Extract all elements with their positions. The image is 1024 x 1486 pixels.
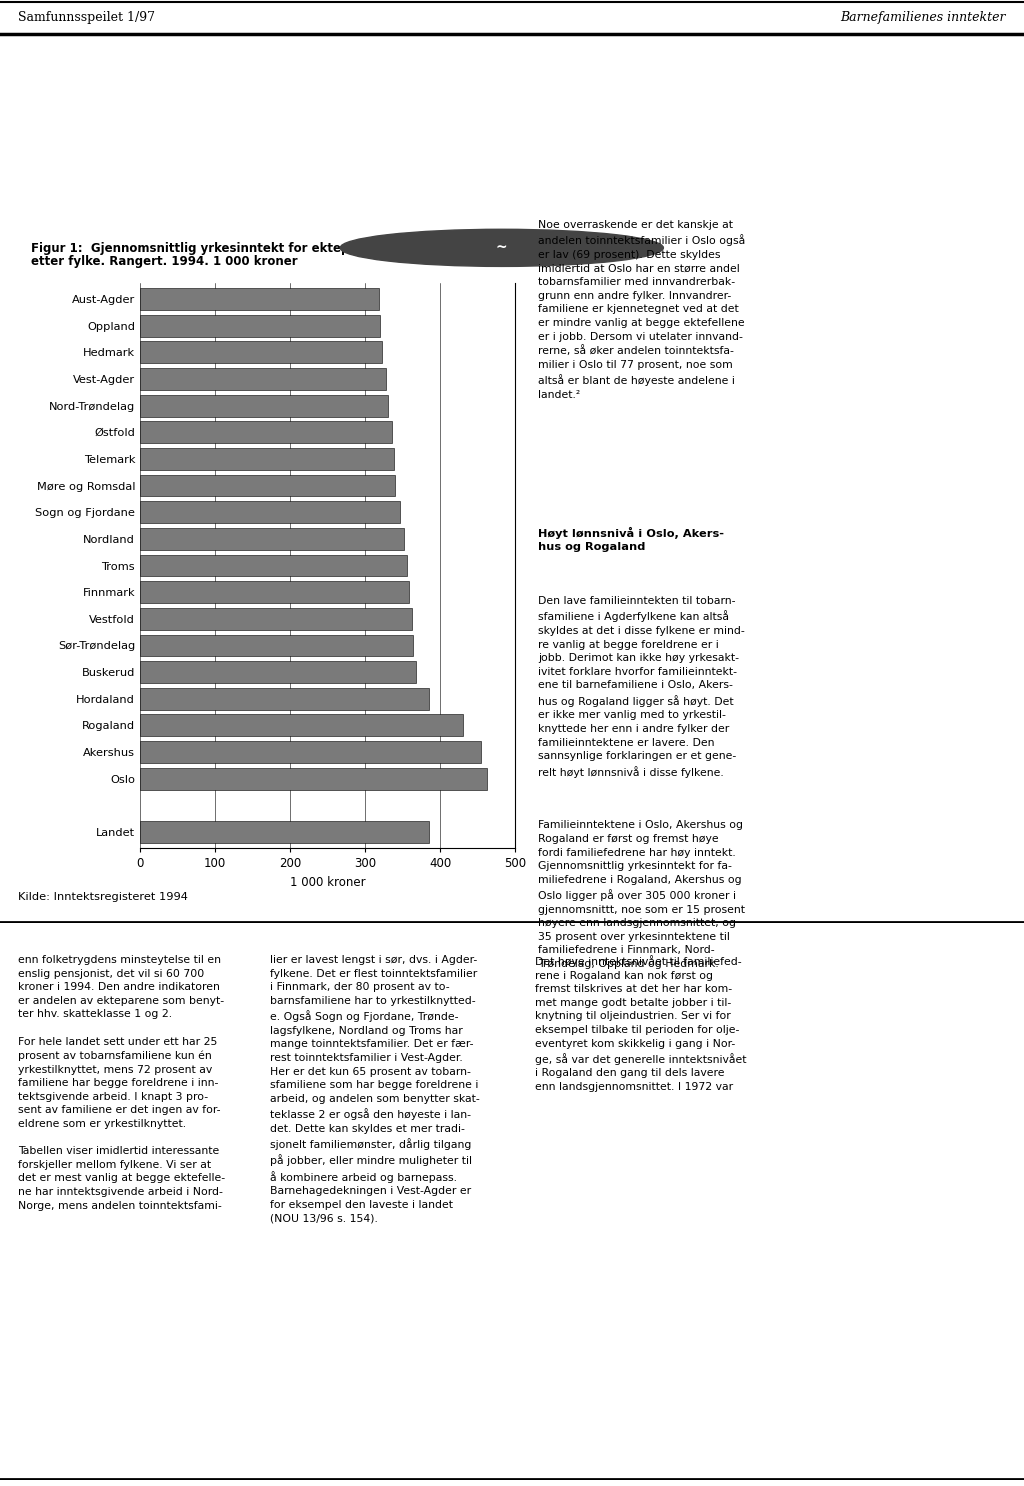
Bar bbox=[140, 369, 386, 389]
Text: enn folketrygdens minsteytelse til en
enslig pensjonist, det vil si 60 700
krone: enn folketrygdens minsteytelse til en en… bbox=[18, 955, 225, 1211]
Text: Den lave familieinntekten til tobarn-
sfamiliene i Agderfylkene kan altså
skylde: Den lave familieinntekten til tobarn- sf… bbox=[538, 596, 744, 777]
Text: Samfunnsspeilet 1/97: Samfunnsspeilet 1/97 bbox=[18, 12, 155, 24]
Bar bbox=[140, 635, 413, 657]
Text: ~: ~ bbox=[496, 241, 508, 254]
Bar bbox=[140, 447, 393, 470]
Text: Familieinntektene i Oslo, Akershus og
Rogaland er først og fremst høye
fordi fam: Familieinntektene i Oslo, Akershus og Ro… bbox=[538, 820, 745, 969]
Text: etter fylke. Rangert. 1994. 1 000 kroner: etter fylke. Rangert. 1994. 1 000 kroner bbox=[31, 254, 297, 267]
Bar bbox=[140, 581, 409, 603]
Bar bbox=[140, 822, 429, 843]
Bar bbox=[140, 395, 387, 416]
Text: Figur 1:  Gjennomsnittlig yrkesinntekt for ektepar med to barn under 17 år,: Figur 1: Gjennomsnittlig yrkesinntekt fo… bbox=[31, 241, 532, 256]
Bar bbox=[140, 528, 404, 550]
Bar bbox=[140, 661, 416, 684]
Text: Høyt lønnsnivå i Oslo, Akers-
hus og Rogaland: Høyt lønnsnivå i Oslo, Akers- hus og Rog… bbox=[538, 528, 724, 551]
Bar bbox=[140, 608, 412, 630]
Text: Det høye inntektsnivået til familiefed-
rene i Rogaland kan nok først og
fremst : Det høye inntektsnivået til familiefed- … bbox=[535, 955, 746, 1092]
Text: Kilde: Inntektsregisteret 1994: Kilde: Inntektsregisteret 1994 bbox=[18, 892, 187, 902]
Bar bbox=[140, 474, 395, 496]
Circle shape bbox=[340, 229, 664, 266]
Text: 43: 43 bbox=[781, 233, 824, 262]
Bar bbox=[140, 742, 481, 762]
Bar bbox=[140, 315, 380, 336]
Text: lier er lavest lengst i sør, dvs. i Agder-
fylkene. Det er flest toinntektsfamil: lier er lavest lengst i sør, dvs. i Agde… bbox=[270, 955, 480, 1223]
Bar bbox=[140, 715, 463, 737]
Bar bbox=[140, 288, 379, 311]
Bar bbox=[140, 554, 407, 577]
Bar bbox=[140, 768, 486, 789]
Bar bbox=[140, 501, 399, 523]
X-axis label: 1 000 kroner: 1 000 kroner bbox=[290, 875, 366, 889]
Bar bbox=[140, 342, 382, 363]
Text: Barnefamilienes inntekter: Barnefamilienes inntekter bbox=[841, 12, 1006, 24]
Text: Noe overraskende er det kanskje at
andelen toinntektsfamilier i Oslo også
er lav: Noe overraskende er det kanskje at andel… bbox=[538, 220, 745, 400]
Bar bbox=[140, 688, 429, 710]
Bar bbox=[140, 422, 392, 443]
